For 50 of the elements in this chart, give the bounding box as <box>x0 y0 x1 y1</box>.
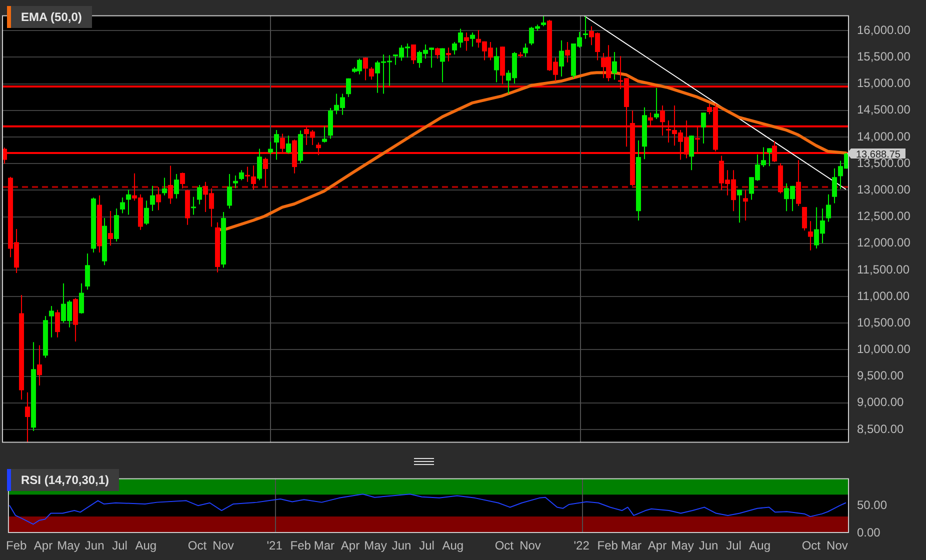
x-tick-label: '22 <box>574 538 590 553</box>
x-tick-label: Feb <box>597 538 618 553</box>
y-tick-label: 8,500.00 <box>857 422 904 436</box>
x-tick-label: Jul <box>112 538 128 553</box>
y-tick-label: 10,000.00 <box>857 342 911 356</box>
y-tick-label: 12,000.00 <box>857 236 911 250</box>
x-tick-label: Mar <box>620 538 642 553</box>
x-tick-label: Jun <box>698 538 718 553</box>
x-tick-label: May <box>671 538 694 553</box>
y-tick-label: 50.00 <box>857 498 888 512</box>
candlestick <box>191 196 196 215</box>
y-tick-label: 10,500.00 <box>857 315 911 330</box>
legend-label: RSI (14,70,30,1) <box>11 469 120 491</box>
x-tick-label: Feb <box>6 538 28 553</box>
x-tick-label: Nov <box>826 538 848 553</box>
x-tick-label: Oct <box>188 538 208 553</box>
y-tick-label: 12,500.00 <box>857 209 911 224</box>
x-tick-label: Jun <box>392 538 412 553</box>
x-tick-label: Aug <box>749 538 771 553</box>
x-tick-label: Nov <box>520 538 541 553</box>
y-tick-label: 11,000.00 <box>857 288 910 303</box>
legend-label: EMA (50,0) <box>11 6 92 28</box>
y-tick-label: 14,500.00 <box>857 102 911 117</box>
x-tick-label: Jul <box>419 538 434 553</box>
x-tick-label: Apr <box>648 538 667 553</box>
x-tick-label: Apr <box>34 538 53 553</box>
x-tick-label: Oct <box>802 538 822 553</box>
y-tick-label: 13,000.00 <box>857 182 911 196</box>
y-tick-label: 9,000.00 <box>857 395 904 410</box>
x-tick-label: Jul <box>726 538 742 553</box>
candlestick <box>583 16 588 39</box>
y-tick-label: 14,000.00 <box>857 129 911 144</box>
x-tick-label: '21 <box>266 538 283 553</box>
x-tick-label: Feb <box>290 538 312 553</box>
x-tick-label: May <box>57 538 80 553</box>
y-tick-label: 0.00 <box>857 525 881 540</box>
y-tick-label: 9,500.00 <box>857 368 904 383</box>
x-tick-label: Aug <box>442 538 464 553</box>
y-tick-label: 15,500.00 <box>857 50 911 64</box>
candlestick <box>245 166 250 182</box>
x-tick-label: Aug <box>135 538 157 553</box>
x-tick-label: Apr <box>340 538 360 553</box>
x-tick-label: May <box>364 538 387 553</box>
y-tick-label: 11,500.00 <box>857 262 910 276</box>
x-tick-label: Nov <box>212 538 234 553</box>
x-tick-label: Oct <box>494 538 514 553</box>
y-tick-label: 15,000.00 <box>857 76 911 90</box>
x-tick-label: Mar <box>314 538 335 553</box>
x-tick-label: Jun <box>84 538 104 553</box>
y-tick-label: 16,000.00 <box>857 22 911 37</box>
